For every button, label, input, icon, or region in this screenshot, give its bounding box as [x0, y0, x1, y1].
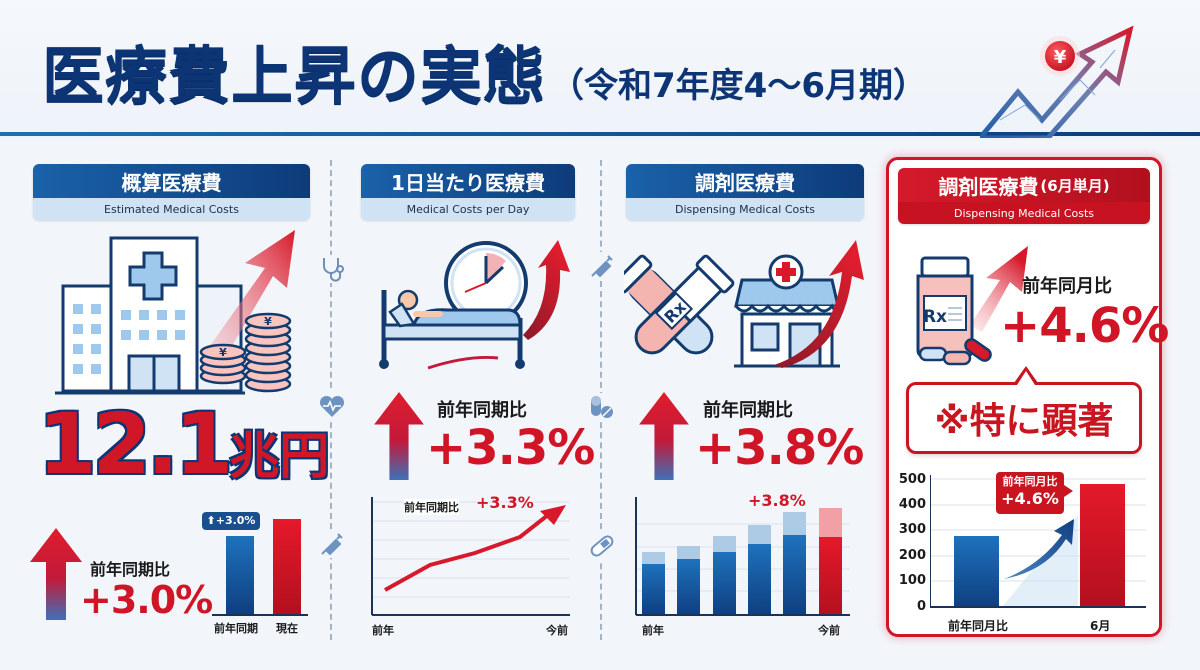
yoy-value: +4.6%	[1000, 298, 1169, 354]
svg-text:Rx: Rx	[923, 307, 947, 327]
card-title-jp: 調剤医療費	[938, 174, 1039, 199]
yoy-label: 前年同期比	[703, 400, 793, 421]
y-tick: 400	[898, 497, 926, 512]
axis-label: 前年	[642, 624, 664, 637]
card-title-en: Dispensing Medical Costs	[898, 202, 1150, 224]
capsule-icon	[588, 532, 616, 560]
chart-annotation-value: +3.3%	[476, 493, 534, 512]
heartbeat-icon	[318, 392, 346, 420]
card-header-cost-per-day: 1日当たり医療費 Medical Costs per Day	[361, 164, 575, 220]
hospital-bed-clock-icon	[379, 240, 570, 370]
y-tick: 500	[898, 472, 926, 487]
card-title-en: Estimated Medical Costs	[33, 198, 310, 220]
card-title-jp: 1日当たり医療費	[361, 164, 575, 198]
yoy-label: 前年同月比	[1022, 276, 1112, 297]
yoy-value: +3.0%	[80, 578, 213, 622]
june-bar-chart	[930, 475, 1146, 608]
yoy-value: +3.8%	[695, 420, 864, 476]
axis-label: 前年	[372, 624, 394, 637]
card-header-dispensing-june: 調剤医療費 (6月単月) Dispensing Medical Costs	[898, 168, 1150, 224]
stethoscope-icon	[318, 255, 346, 283]
medicine-bottle-icon: Rx	[916, 246, 1028, 366]
increase-badge: ⬆+3.0%	[202, 512, 260, 530]
card-title-en: Dispensing Medical Costs	[626, 198, 864, 220]
chart-annotation-value: +3.8%	[748, 491, 806, 510]
title-divider	[0, 132, 1200, 136]
card-header-estimated-costs: 概算医療費 Estimated Medical Costs	[33, 164, 310, 220]
up-arrow-icon	[639, 392, 689, 480]
svg-text:¥: ¥	[1054, 47, 1067, 68]
hospital-icon: ¥ ¥	[55, 230, 295, 395]
title-period: （令和7年度4〜6月期）	[550, 66, 927, 106]
pills-icon	[588, 393, 616, 421]
bar-current	[273, 519, 301, 614]
card-header-dispensing-costs: 調剤医療費 Dispensing Medical Costs	[626, 164, 864, 220]
svg-text:¥: ¥	[264, 315, 272, 328]
syringe-icon	[318, 530, 346, 558]
badge-value: +4.6%	[1001, 489, 1059, 508]
mini-stacked-bar-chart: +3.8%	[634, 491, 850, 617]
axis-label: 今前	[546, 624, 568, 637]
page-title: 医療費上昇の実態 （令和7年度4〜6月期）	[42, 36, 927, 116]
chart-annotation-label: 前年同期比	[404, 499, 459, 515]
title-main: 医療費上昇の実態	[42, 39, 547, 112]
axis-label: 現在	[276, 622, 298, 635]
axis-label: 6月	[1090, 619, 1111, 633]
rising-arrow-yen-icon: ¥	[980, 25, 1134, 138]
svg-text:¥: ¥	[219, 346, 227, 359]
yoy-label: 前年同期比	[90, 560, 171, 579]
mini-bar-chart: ⬆+3.0%	[202, 512, 308, 616]
estimated-cost-amount: 12.1兆円	[36, 399, 331, 500]
badge-label: 前年同月比	[1002, 475, 1058, 488]
up-arrow-icon	[374, 392, 424, 480]
yoy-value: +3.3%	[426, 420, 595, 476]
yoy-badge: 前年同月比 +4.6%	[996, 472, 1064, 514]
card-title-jp: 調剤医療費	[626, 164, 864, 198]
pharmacy-icon: Rx	[624, 240, 864, 368]
y-tick: 200	[898, 548, 926, 563]
card-title-suffix: (6月単月)	[1040, 176, 1110, 195]
card-title-en: Medical Costs per Day	[361, 198, 575, 220]
y-tick: 100	[898, 573, 926, 588]
axis-label: 前年同月比	[948, 619, 1009, 633]
card-title-jp: 概算医療費	[33, 164, 310, 198]
axis-label: 今前	[818, 624, 840, 637]
mini-line-chart: 前年同期比 +3.3%	[370, 493, 570, 617]
bar-previous	[226, 536, 254, 614]
callout-notably-significant: ※特に顕著	[906, 382, 1142, 454]
syringe-icon	[588, 252, 616, 280]
y-tick: 0	[916, 599, 926, 614]
amount-unit: 兆円	[228, 426, 331, 487]
axis-label: 前年同期	[214, 622, 258, 635]
amount-value: 12.1	[36, 395, 234, 493]
up-arrow-icon	[30, 528, 82, 620]
y-tick: 300	[898, 522, 926, 537]
yoy-label: 前年同期比	[437, 400, 527, 421]
